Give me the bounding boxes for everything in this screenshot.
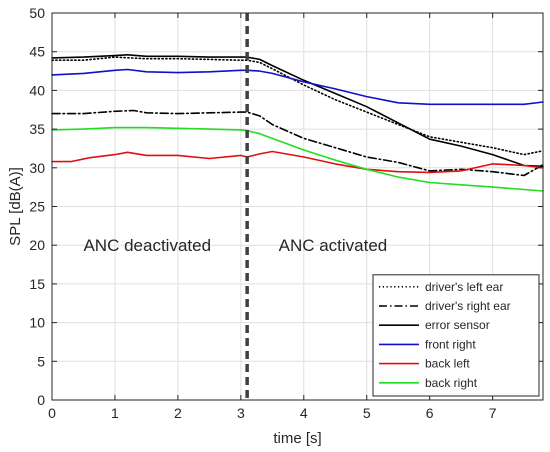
x-tick-label: 4 (300, 405, 308, 421)
series-line-2 (51, 53, 544, 168)
x-axis-label: time [s] (273, 430, 321, 447)
x-tick-label: 3 (237, 405, 245, 421)
y-tick-label: 45 (29, 44, 45, 60)
x-tick-label: 7 (489, 405, 497, 421)
x-tick-label: 0 (48, 405, 56, 421)
y-tick-label: 40 (29, 82, 45, 98)
series-lines (51, 53, 544, 192)
x-tick-label: 2 (174, 405, 182, 421)
y-tick-label: 20 (29, 237, 45, 253)
y-tick-label: 35 (29, 121, 45, 137)
legend-label-0: driver's left ear (425, 280, 503, 294)
legend-label-3: front right (425, 337, 476, 351)
y-tick-label: 25 (29, 199, 45, 215)
y-tick-label: 15 (29, 276, 45, 292)
y-tick-label: 30 (29, 160, 45, 176)
series-line-3 (51, 68, 544, 106)
series-line-5 (51, 126, 544, 192)
y-axis-label: SPL [dB(A)] (7, 167, 24, 246)
series-line-0 (51, 56, 544, 156)
legend-box (372, 274, 540, 397)
legend-label-2: error sensor (425, 318, 490, 332)
series-line-4 (51, 150, 544, 174)
x-tick-label: 6 (426, 405, 434, 421)
y-tick-label: 10 (29, 315, 45, 331)
legend: driver's left ear driver's right ear error… (372, 274, 540, 397)
annotation-anc-deactivated: ANC deactivated (83, 236, 211, 255)
legend-label-4: back left (425, 357, 470, 371)
legend-label-1: driver's right ear (425, 299, 511, 313)
x-tick-label: 5 (363, 405, 371, 421)
x-tick-label: 1 (111, 405, 119, 421)
y-tick-label: 0 (37, 392, 45, 408)
legend-label-5: back right (425, 376, 478, 390)
y-tick-label: 50 (29, 5, 45, 21)
annotation-anc-activated: ANC activated (279, 236, 388, 255)
series-line-1 (51, 109, 544, 177)
axis-ticks (51, 12, 543, 401)
y-tick-label: 5 (37, 353, 45, 369)
